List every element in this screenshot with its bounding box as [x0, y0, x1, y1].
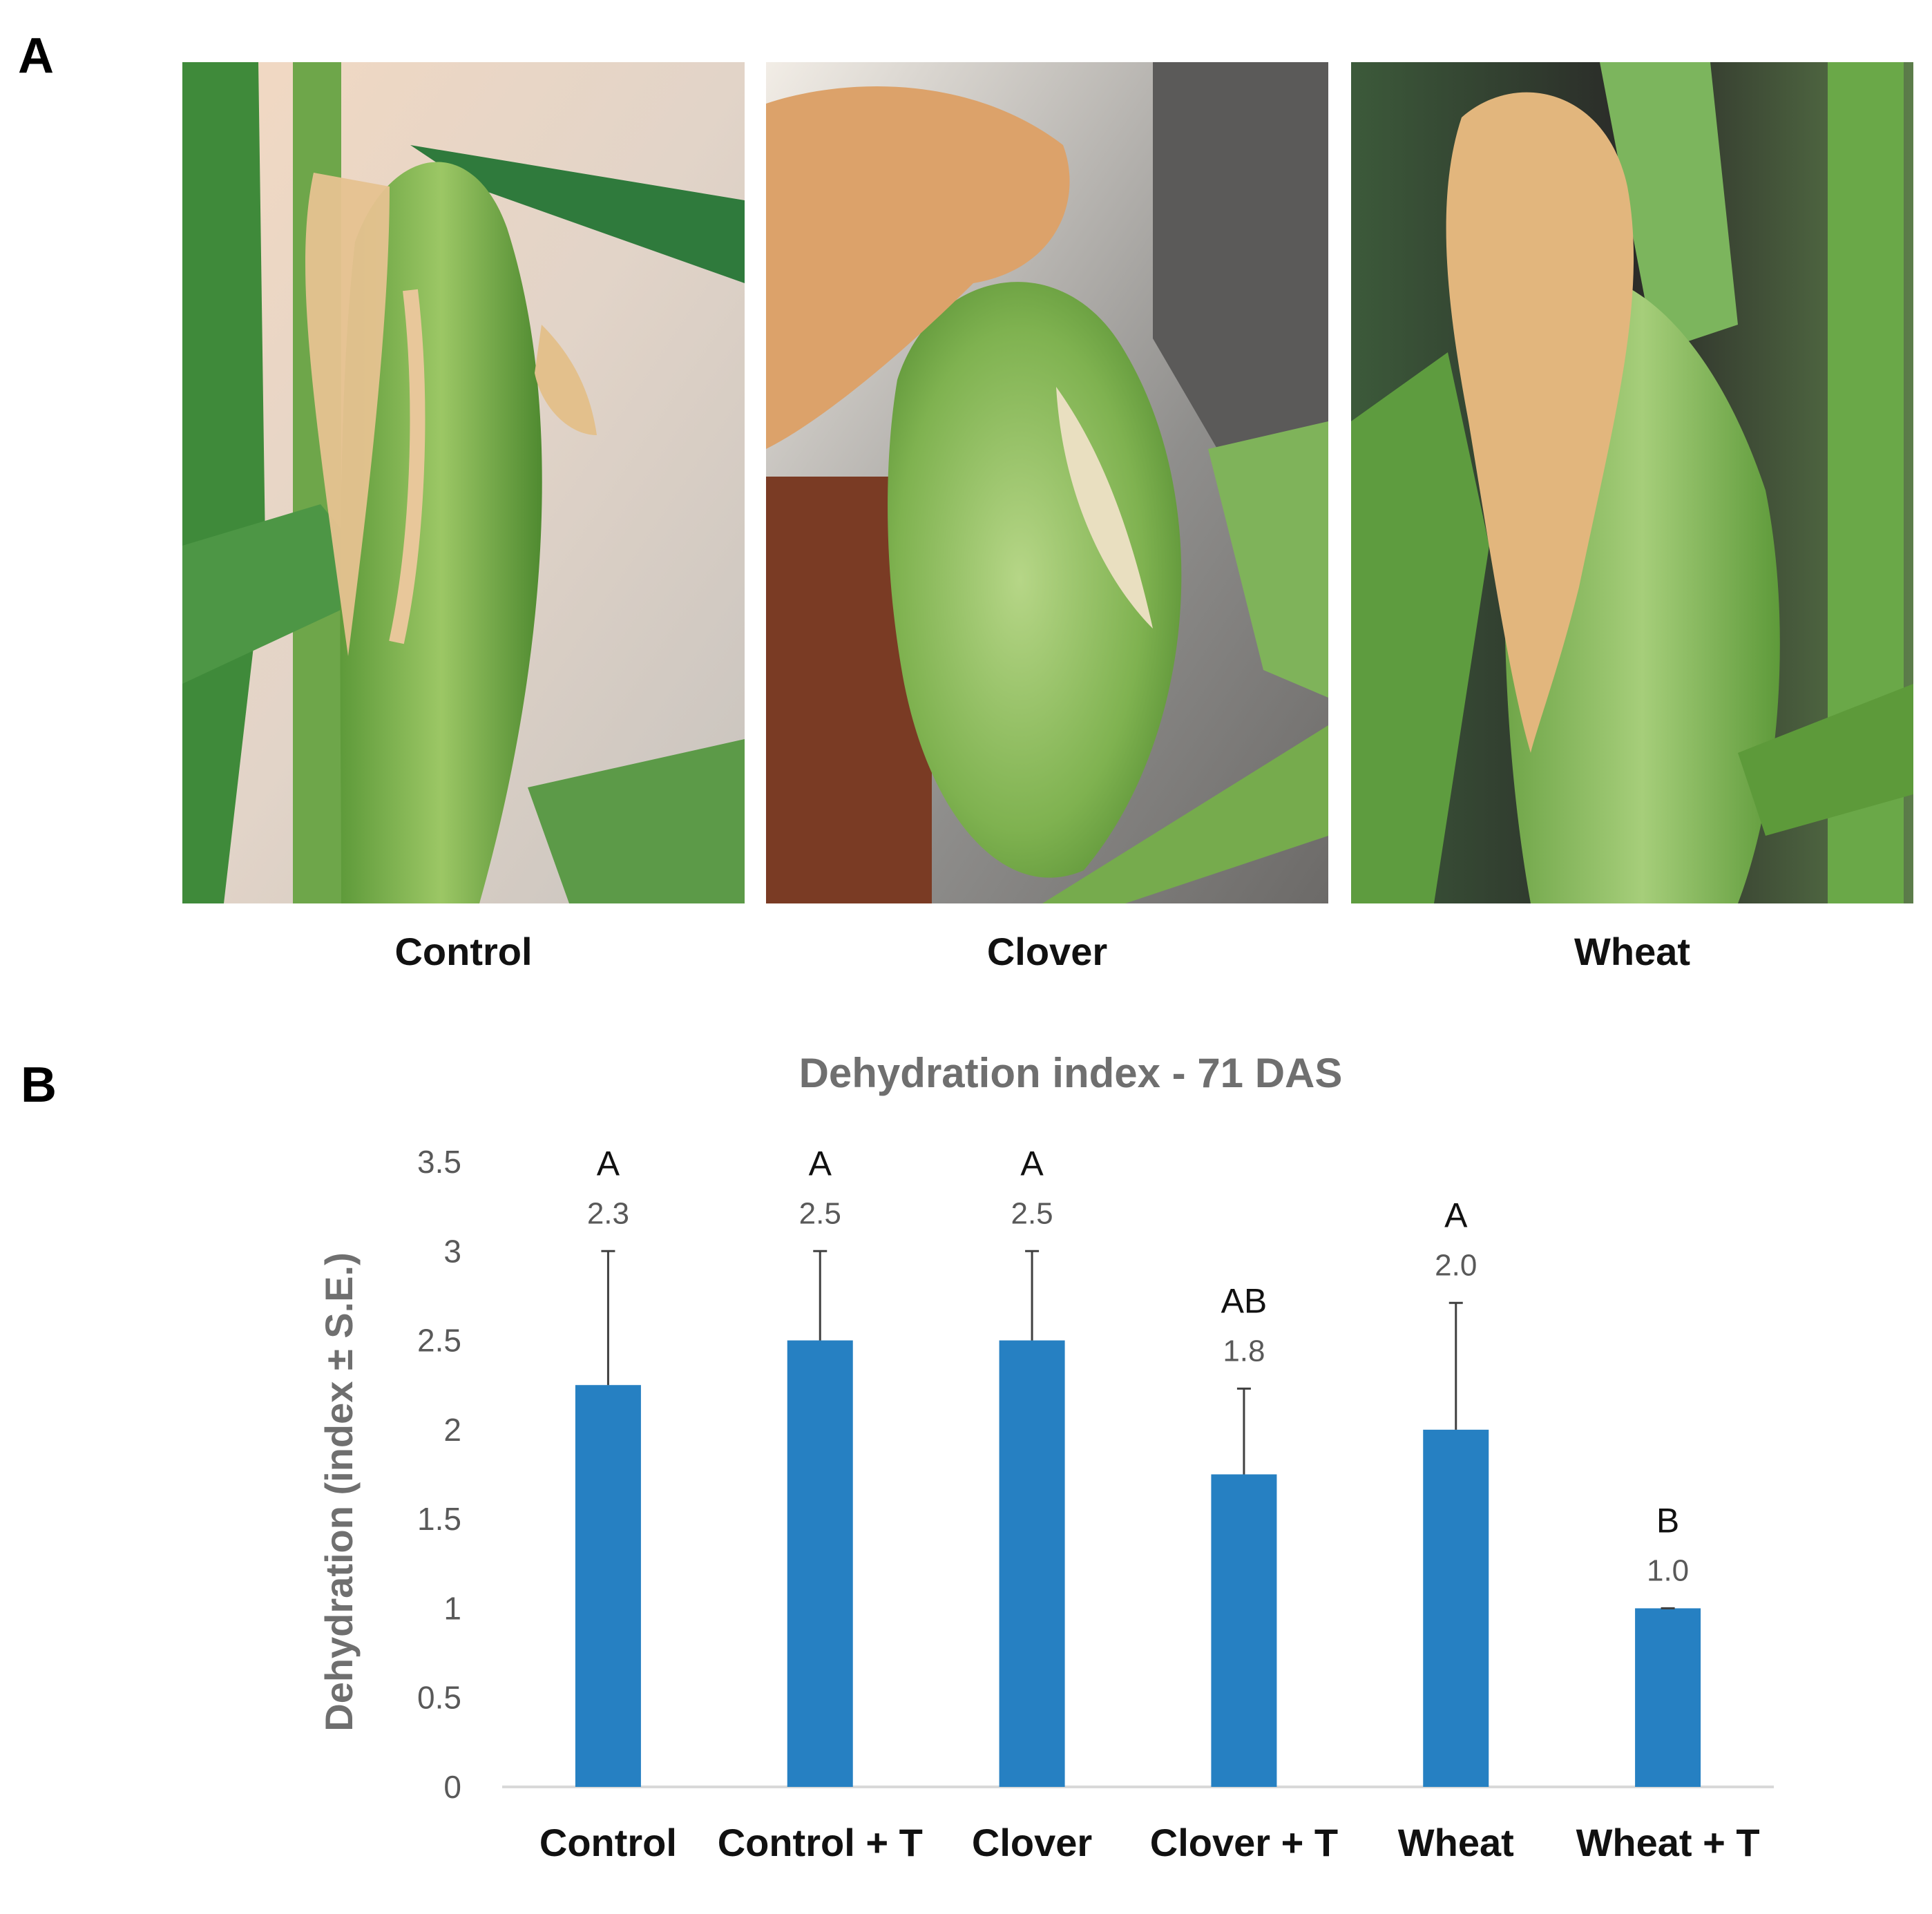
- photo-caption-clover: Clover: [986, 930, 1108, 973]
- chart-title: Dehydration index - 71 DAS: [799, 1050, 1343, 1096]
- y-axis-label: Dehydration (index ± S.E.): [317, 1252, 361, 1732]
- y-tick-label: 3.5: [417, 1144, 461, 1180]
- significance-letter: B: [1656, 1501, 1679, 1540]
- y-tick-label: 2.5: [417, 1323, 461, 1359]
- x-category-label: Clover: [972, 1821, 1092, 1864]
- data-value-label: 1.8: [1223, 1334, 1265, 1368]
- photo-caption-control: Control: [394, 930, 533, 973]
- data-value-label: 2.5: [1011, 1196, 1053, 1230]
- photo-clover-corn-ear: [766, 62, 1328, 903]
- bar: [999, 1340, 1065, 1787]
- bar: [787, 1340, 853, 1787]
- dehydration-bar-chart: Dehydration index - 71 DAS Dehydration (…: [317, 1050, 1774, 1864]
- significance-letter: A: [809, 1144, 832, 1183]
- y-tick-label: 1.5: [417, 1501, 461, 1537]
- photo-control-corn-ear: [182, 62, 745, 903]
- y-tick-label: 2: [443, 1412, 461, 1448]
- data-value-label: 2.5: [799, 1196, 841, 1230]
- significance-letter: A: [1444, 1196, 1468, 1234]
- bar: [575, 1385, 641, 1787]
- y-tick-label: 0.5: [417, 1680, 461, 1716]
- x-category-label: Wheat + T: [1576, 1821, 1760, 1864]
- bar: [1423, 1429, 1489, 1787]
- significance-letter: A: [597, 1144, 620, 1183]
- plot-area: 0 0.5 1 1.5 2 2.5 3 3.5 2.3 A Control 2.5 A Control +…: [417, 1144, 1774, 1864]
- y-tick-label: 1: [443, 1590, 461, 1626]
- panel-b-label: B: [21, 1058, 57, 1113]
- x-category-label: Control: [539, 1821, 677, 1864]
- panel-a-label: A: [18, 28, 54, 84]
- data-value-label: 1.0: [1647, 1553, 1689, 1587]
- significance-letter: AB: [1221, 1281, 1268, 1320]
- x-category-label: Wheat: [1398, 1821, 1514, 1864]
- significance-letter: A: [1020, 1144, 1044, 1183]
- data-value-label: 2.0: [1435, 1248, 1477, 1282]
- bar: [1211, 1474, 1277, 1787]
- y-tick-label: 3: [443, 1233, 461, 1269]
- photo-wheat-corn-ear: [1351, 62, 1913, 903]
- y-tick-label: 0: [443, 1769, 461, 1805]
- bar: [1635, 1608, 1701, 1787]
- x-category-label: Control + T: [718, 1821, 923, 1864]
- x-category-label: Clover + T: [1150, 1821, 1338, 1864]
- data-value-label: 2.3: [587, 1196, 629, 1230]
- photo-caption-wheat: Wheat: [1574, 930, 1690, 973]
